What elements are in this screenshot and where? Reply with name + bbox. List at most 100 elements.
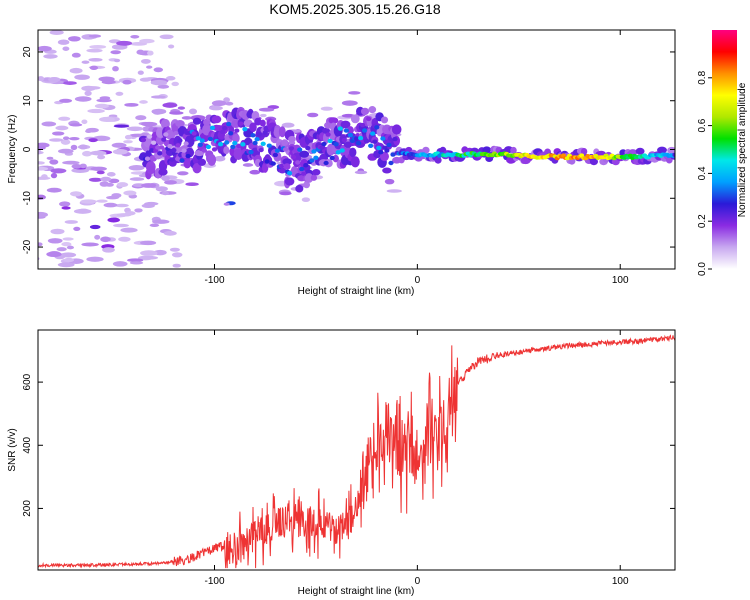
spectrogram-cell bbox=[96, 170, 105, 175]
spectrogram-y-tick-label: -10 bbox=[22, 191, 33, 206]
spectrogram-cell bbox=[50, 172, 58, 179]
snr-y-axis: 200 400 600 bbox=[22, 373, 675, 517]
spectrogram-cell bbox=[278, 167, 287, 174]
spectrogram-cell bbox=[175, 143, 181, 148]
spectrogram-cell bbox=[580, 148, 588, 155]
spectrogram-cell bbox=[303, 181, 311, 189]
spectrogram-cell bbox=[339, 148, 345, 153]
spectrogram-cell bbox=[74, 96, 92, 102]
spectrogram-cell bbox=[66, 245, 75, 250]
spectrogram-cell bbox=[60, 252, 77, 258]
spectrogram-cell bbox=[98, 76, 115, 82]
spectrogram-cell bbox=[372, 139, 378, 144]
spectrogram-cell bbox=[147, 50, 154, 56]
spectrogram-cell bbox=[311, 149, 317, 154]
spectrogram-cell bbox=[163, 230, 177, 236]
spectrogram-cell bbox=[123, 190, 137, 196]
spectrogram-cell bbox=[134, 208, 143, 213]
spectrogram-cell bbox=[139, 77, 152, 82]
spectrogram-cell bbox=[115, 203, 129, 208]
colorbar-tick-label: 0.2 bbox=[697, 214, 708, 228]
spectrogram-cell bbox=[88, 177, 103, 182]
spectrogram-cell bbox=[146, 165, 156, 175]
spectrogram-cell bbox=[146, 65, 153, 69]
spectrogram-cell bbox=[62, 136, 70, 140]
spectrogram-cell bbox=[353, 136, 360, 141]
spectrogram-cell bbox=[211, 100, 227, 107]
spectrogram-cell bbox=[155, 134, 166, 146]
spectrogram-cell bbox=[355, 141, 362, 146]
spectrogram-cell bbox=[167, 44, 175, 49]
spectrogram-cell bbox=[207, 153, 217, 166]
snr-plot-frame bbox=[37, 329, 676, 571]
spectrogram-cell bbox=[41, 121, 57, 127]
spectrogram-cell bbox=[323, 160, 329, 166]
spectrogram-cell bbox=[173, 131, 179, 136]
spectrogram-cell bbox=[360, 107, 370, 116]
spectrogram-cell bbox=[191, 131, 197, 136]
spectrogram-cell bbox=[38, 149, 42, 155]
spectrogram-cell bbox=[169, 247, 180, 252]
spectrogram-cell bbox=[43, 54, 58, 59]
spectrogram-cell bbox=[236, 143, 242, 149]
spectrogram-cell bbox=[272, 152, 278, 158]
spectrogram-cell bbox=[106, 172, 116, 177]
spectrogram-x-tick-label: 100 bbox=[612, 275, 629, 286]
spectrogram-cell bbox=[295, 184, 304, 193]
spectrogram-cell bbox=[49, 159, 59, 165]
spectrogram-cell bbox=[282, 147, 289, 152]
spectrogram-cell bbox=[97, 154, 106, 160]
spectrogram-cell bbox=[38, 76, 45, 82]
spectrogram-cell bbox=[127, 258, 144, 263]
spectrogram-cell bbox=[319, 145, 325, 150]
spectrogram-cell bbox=[152, 219, 170, 224]
spectrogram-cell bbox=[249, 122, 257, 133]
spectrogram-cell bbox=[340, 120, 351, 129]
spectrogram-cell bbox=[201, 148, 207, 153]
spectrogram-cell bbox=[328, 117, 339, 124]
spectrogram-cell bbox=[270, 161, 276, 166]
spectrogram-cell bbox=[194, 149, 205, 157]
spectrogram-cell bbox=[60, 139, 71, 145]
spectrogram-cell bbox=[183, 158, 192, 169]
spectrogram-cell bbox=[374, 125, 380, 130]
spectrogram-y-tick-label: 0 bbox=[22, 146, 33, 152]
spectrogram-cell bbox=[136, 49, 145, 55]
spectrogram-cell bbox=[120, 227, 138, 233]
spectrogram-cell bbox=[209, 105, 223, 111]
spectrogram-cell bbox=[303, 163, 309, 168]
spectrogram-cell bbox=[147, 134, 153, 139]
spectrogram-cell bbox=[329, 155, 335, 161]
spectrogram-cell bbox=[38, 176, 51, 180]
spectrogram-cell bbox=[299, 150, 310, 158]
colorbar-tick-label: 0.0 bbox=[697, 262, 708, 276]
spectrogram-cell bbox=[266, 143, 272, 148]
spectrogram-cell bbox=[118, 236, 131, 242]
spectrogram-cell bbox=[249, 169, 261, 175]
spectrogram-cell bbox=[167, 144, 173, 149]
spectrogram-cell bbox=[262, 130, 268, 135]
spectrogram-cell bbox=[380, 136, 386, 141]
spectrogram-cell bbox=[155, 145, 161, 150]
spectrogram-cell bbox=[211, 147, 218, 152]
spectrogram-cell bbox=[380, 151, 389, 162]
colorbar-tick-label: 0.4 bbox=[697, 166, 708, 180]
spectrogram-x-tick-label: 0 bbox=[415, 275, 421, 286]
spectrogram-cell bbox=[155, 186, 168, 192]
spectrogram-cell bbox=[99, 181, 109, 187]
spectrogram-cell bbox=[122, 79, 132, 85]
spectrogram-cell bbox=[222, 126, 228, 131]
spectrogram-cell bbox=[50, 168, 67, 174]
spectrogram-cell bbox=[197, 142, 203, 147]
spectrogram-cell bbox=[386, 189, 402, 193]
spectrogram-cell bbox=[312, 169, 321, 176]
spectrogram-cell bbox=[175, 120, 185, 128]
colorbar-gradient bbox=[712, 30, 737, 269]
spectrogram-cell bbox=[106, 195, 120, 200]
spectrogram-cell bbox=[337, 126, 343, 131]
spectrogram-cell bbox=[71, 52, 81, 58]
spectrogram-cell bbox=[94, 234, 101, 240]
spectrogram-cell bbox=[240, 142, 246, 147]
spectrogram-cell bbox=[185, 182, 199, 187]
